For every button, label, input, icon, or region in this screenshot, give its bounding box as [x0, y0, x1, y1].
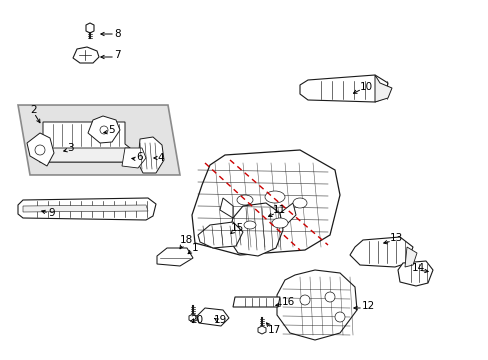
Polygon shape [27, 133, 54, 166]
Polygon shape [374, 75, 391, 102]
Circle shape [334, 312, 345, 322]
Polygon shape [86, 23, 94, 33]
Polygon shape [198, 222, 243, 248]
Polygon shape [35, 122, 130, 162]
Polygon shape [122, 148, 146, 168]
Ellipse shape [292, 198, 306, 208]
Polygon shape [18, 198, 156, 220]
Polygon shape [192, 150, 339, 255]
Polygon shape [227, 203, 283, 256]
Polygon shape [189, 314, 197, 322]
Text: 9: 9 [48, 208, 55, 218]
Text: 17: 17 [267, 325, 281, 335]
Polygon shape [138, 137, 163, 173]
Text: 11: 11 [272, 205, 285, 215]
Polygon shape [88, 116, 120, 143]
Text: 4: 4 [157, 153, 163, 163]
Polygon shape [299, 75, 387, 102]
Polygon shape [397, 261, 432, 286]
Circle shape [325, 292, 334, 302]
Text: 12: 12 [361, 301, 374, 311]
Polygon shape [280, 203, 295, 228]
Text: 1: 1 [192, 243, 198, 253]
Text: 13: 13 [389, 233, 403, 243]
Polygon shape [404, 247, 416, 267]
Text: 3: 3 [67, 143, 74, 153]
Polygon shape [276, 270, 356, 340]
Circle shape [35, 145, 45, 155]
Text: 20: 20 [190, 315, 203, 325]
Text: 5: 5 [108, 125, 114, 135]
Polygon shape [157, 248, 193, 266]
Text: 2: 2 [30, 105, 37, 115]
Ellipse shape [237, 195, 252, 205]
Text: 10: 10 [359, 82, 372, 92]
Ellipse shape [271, 218, 287, 228]
Text: 7: 7 [114, 50, 121, 60]
Polygon shape [18, 105, 180, 175]
Ellipse shape [244, 221, 256, 229]
Text: 14: 14 [411, 263, 425, 273]
Polygon shape [197, 308, 228, 326]
Text: 15: 15 [230, 223, 244, 233]
Polygon shape [23, 205, 148, 212]
Circle shape [299, 295, 309, 305]
Text: 16: 16 [282, 297, 295, 307]
Polygon shape [220, 198, 232, 218]
Polygon shape [232, 297, 280, 307]
Circle shape [100, 126, 108, 134]
Polygon shape [258, 326, 265, 334]
Text: 8: 8 [114, 29, 121, 39]
Text: 19: 19 [214, 315, 227, 325]
Text: 18: 18 [180, 235, 193, 245]
Ellipse shape [264, 191, 285, 203]
Polygon shape [35, 148, 130, 162]
Polygon shape [349, 237, 412, 267]
Text: 6: 6 [136, 152, 142, 162]
Polygon shape [73, 47, 99, 63]
